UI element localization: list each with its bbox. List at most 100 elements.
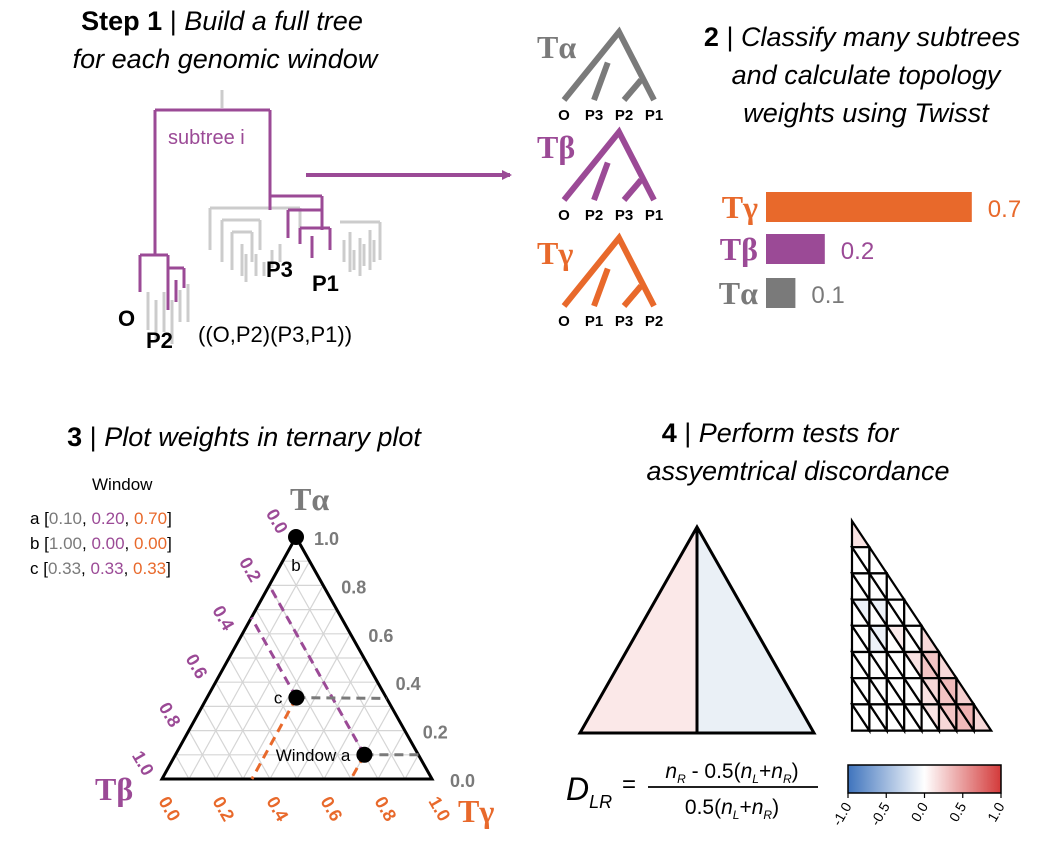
tick-alpha: 0.2 [423, 723, 448, 743]
subtriangle-cell [955, 674, 976, 706]
asymmetry-subtriangle-grid [849, 517, 994, 735]
tip-label: P3 [585, 107, 603, 124]
subtree-i [138, 108, 332, 310]
subtriangle-cell [850, 517, 872, 549]
topology-tree-1: Tβ O P2 P3 P1 [537, 126, 663, 224]
tip-O: O [118, 306, 135, 331]
subtriangle-cell [885, 569, 907, 601]
colorbar-tick-label: 1.0 [984, 799, 1008, 824]
formula-numerator: nR - 0.5(nL+nR) [665, 760, 798, 786]
tip-P1: P1 [312, 271, 339, 296]
corner-beta: Tβ [95, 771, 133, 807]
panel-4-title-line2: assyemtrical discordance [646, 456, 949, 486]
bar-label: Tγ [722, 189, 758, 225]
window-legend: a [0.10, 0.20, 0.70] b [1.00, 0.00, 0.00]… [30, 509, 172, 578]
colorbar-ticks: -1.0 -0.5 0.0 0.5 1.0 [829, 793, 1008, 828]
tree-branches [561, 126, 657, 202]
panel-2-title-line2: and calculate topology [732, 60, 1002, 90]
subtriangle-cell [937, 648, 959, 680]
dlr-formula: DLR = nR - 0.5(nL+nR) 0.5(nL+nR) [566, 760, 818, 822]
colorbar: -1.0 -0.5 0.0 0.5 1.0 [829, 764, 1008, 828]
topology-tree-0: Tα O P3 P2 P1 [537, 26, 663, 124]
panel-3: 3 | Plot weights in ternary plot Window … [30, 422, 494, 829]
window-row: a [0.10, 0.20, 0.70] [30, 509, 172, 528]
topology-trees: Tα O P3 P2 P1 Tβ O P2 P3 P1 Tγ O P1 P3 P2 [537, 26, 663, 330]
colorbar-tick-label: 0.5 [946, 799, 970, 824]
formula-denominator: 0.5(nL+nR) [685, 796, 779, 822]
guide-beta [250, 616, 298, 699]
window-point-label: b [291, 556, 300, 575]
colorbar-tick-label: 0.0 [908, 799, 932, 824]
guide-beta [267, 584, 366, 756]
tip-label: P1 [585, 313, 603, 330]
tip-label: P1 [645, 107, 663, 124]
tick-alpha: 1.0 [314, 529, 339, 549]
formula-equals: = [622, 771, 636, 798]
tick-gamma: 0.6 [317, 793, 347, 825]
ternary-grid [174, 560, 419, 780]
panel-4: 4 | Perform tests for assyemtrical disco… [566, 418, 1008, 828]
topology-name: Tα [537, 29, 576, 65]
subtriangle-cell [972, 700, 994, 732]
tip-label: P1 [645, 207, 663, 224]
window-point-c [288, 689, 305, 706]
tick-alpha: 0.0 [450, 771, 475, 791]
bar-value: 0.7 [988, 196, 1021, 223]
colorbar-tick-label: -1.0 [829, 799, 855, 828]
subtriangle-cell [868, 543, 889, 575]
subtree-label: subtree i [168, 127, 245, 149]
colorbar-gradient [847, 764, 1002, 794]
topology-name: Tγ [537, 235, 573, 271]
tick-beta: 0.2 [235, 554, 265, 586]
tick-alpha: 0.4 [396, 674, 421, 694]
tip-label: O [558, 207, 570, 224]
tick-gamma: 0.2 [209, 793, 239, 825]
tick-gamma: 0.8 [371, 793, 401, 825]
weight-bar [766, 278, 796, 308]
subtriangle-cell [903, 595, 924, 627]
ternary-outline [159, 533, 435, 781]
tick-beta: 0.0 [262, 505, 292, 537]
formula-lhs: DLR [566, 771, 612, 812]
panel-2-title-line1: 2 | Classify many subtrees [704, 22, 1020, 52]
tip-label: P3 [615, 313, 633, 330]
subtriangle-cell [920, 622, 942, 654]
panel-2-title-line3: weights using Twisst [743, 98, 990, 128]
tick-alpha: 0.6 [368, 626, 393, 646]
bar-value: 0.2 [841, 238, 874, 265]
topology-tree-2: Tγ O P1 P3 P2 [537, 232, 663, 330]
tick-gamma: 0.0 [155, 793, 185, 825]
weight-bar [766, 192, 972, 222]
panel-1-title-line1: Step 1 | Build a full tree [81, 6, 363, 36]
window-point-label: Window a [276, 746, 351, 765]
tick-gamma: 0.4 [263, 793, 293, 825]
window-point-b [288, 529, 304, 545]
tick-alpha: 0.8 [341, 577, 366, 597]
window-row: b [1.00, 0.00, 0.00] [30, 534, 172, 553]
tip-P2: P2 [146, 328, 173, 353]
tick-beta: 0.8 [155, 699, 185, 731]
bar-label: Tα [719, 275, 758, 311]
tip-label: P2 [615, 107, 633, 124]
tree-branches [561, 26, 657, 102]
corner-gamma: Tγ [458, 793, 494, 829]
topology-name: Tβ [537, 129, 575, 165]
weight-bar [766, 234, 825, 264]
guide-alpha [296, 696, 387, 700]
tip-label: P2 [645, 313, 663, 330]
panel-1-title-line2: for each genomic window [73, 44, 379, 74]
panel-3-title: 3 | Plot weights in ternary plot [67, 422, 422, 452]
tip-P3: P3 [266, 257, 293, 282]
colorbar-tick-label: -0.5 [867, 799, 893, 828]
newick-string: ((O,P2)(P3,P1)) [198, 322, 352, 347]
tip-label: P2 [585, 207, 603, 224]
tick-gamma: 1.0 [425, 793, 455, 825]
full-genome-tree [146, 90, 382, 344]
topology-weights-chart: Tγ 0.7 Tβ 0.2 Tα 0.1 [719, 189, 1021, 311]
window-legend-title: Window [92, 475, 153, 494]
bar-label: Tβ [720, 231, 758, 267]
panel-4-title-line1: 4 | Perform tests for [662, 418, 900, 448]
guide-gamma [250, 696, 298, 780]
asymmetry-big-triangle [577, 523, 817, 735]
